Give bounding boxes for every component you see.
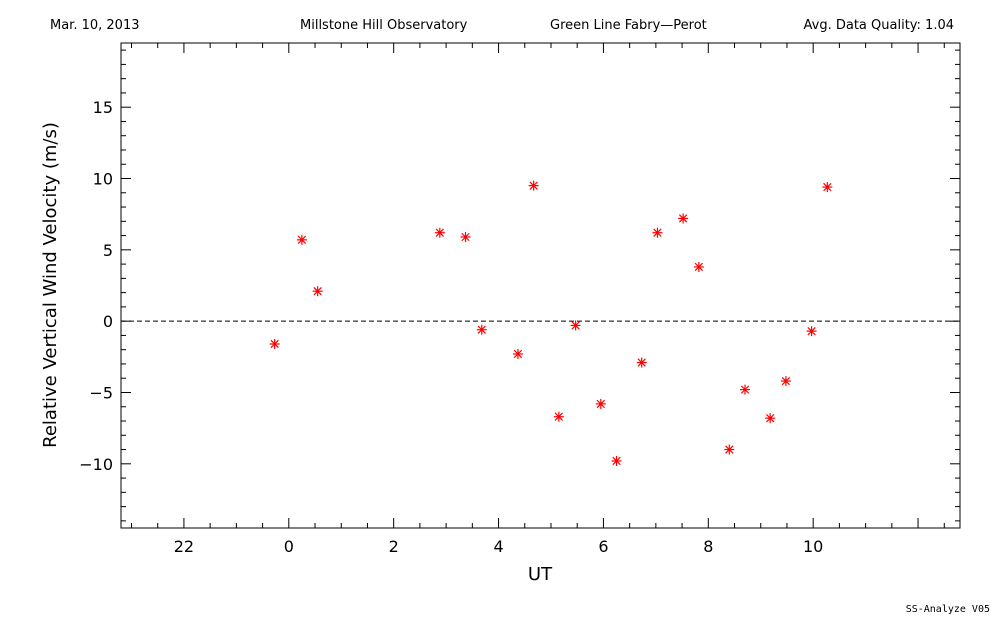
data-point	[693, 261, 704, 272]
y-tick-label: 5	[103, 241, 113, 260]
data-point	[822, 182, 833, 193]
data-point	[724, 444, 735, 455]
y-tick-label: 0	[103, 312, 113, 331]
x-tick-label: 10	[803, 537, 823, 556]
data-point	[765, 413, 776, 424]
x-tick-label: 6	[598, 537, 608, 556]
y-axis-title: Relative Vertical Wind Velocity (m/s)	[40, 122, 61, 448]
data-point	[740, 384, 751, 395]
x-tick-label: 0	[284, 537, 294, 556]
data-point	[553, 411, 564, 422]
data-point	[312, 286, 323, 297]
data-point	[636, 357, 647, 368]
x-tick-label: 22	[174, 537, 194, 556]
data-point	[806, 326, 817, 337]
data-point	[570, 320, 581, 331]
data-point	[269, 338, 280, 349]
x-tick-label: 4	[493, 537, 503, 556]
data-point	[611, 455, 622, 466]
data-point	[652, 227, 663, 238]
y-tick-label: −5	[89, 383, 113, 402]
axis-ticks	[121, 43, 960, 528]
data-point	[528, 180, 539, 191]
tick-labels: 22 0 2 4 6 8 10 15 10 5 0 −5 −10	[79, 98, 823, 556]
plot-frame	[120, 42, 961, 529]
data-point	[678, 213, 689, 224]
software-version: SS-Analyze V05	[905, 604, 990, 615]
data-point	[460, 232, 471, 242]
data-points	[269, 180, 833, 466]
y-tick-label: 15	[93, 98, 113, 117]
x-axis-title: UT	[528, 564, 553, 585]
data-point	[595, 398, 606, 409]
data-point	[476, 324, 487, 335]
data-point	[512, 348, 523, 359]
x-tick-label: 8	[703, 537, 713, 556]
instrument-label: Green Line Fabry—Perot	[550, 18, 707, 33]
date-label: Mar. 10, 2013	[50, 18, 140, 33]
observatory-label: Millstone Hill Observatory	[300, 18, 468, 33]
data-point	[296, 234, 307, 245]
x-tick-label: 2	[389, 537, 399, 556]
data-quality-label: Avg. Data Quality: 1.04	[803, 18, 954, 33]
y-tick-label: 10	[93, 170, 113, 189]
data-point	[780, 376, 791, 387]
data-point	[434, 227, 445, 238]
y-tick-label: −10	[79, 455, 113, 474]
